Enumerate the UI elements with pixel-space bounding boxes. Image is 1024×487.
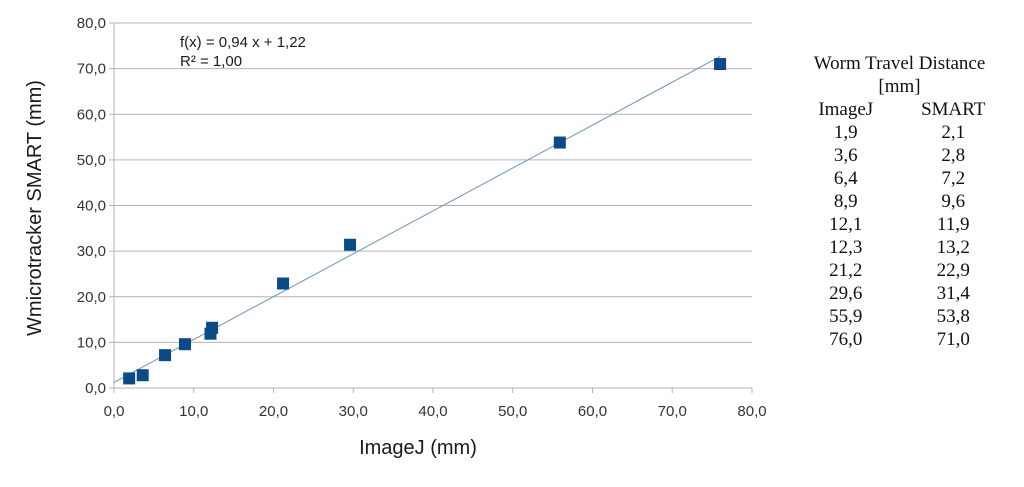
y-tick-label: 0,0 bbox=[85, 380, 106, 397]
data-point bbox=[553, 136, 566, 149]
data-point bbox=[206, 321, 219, 334]
table-cell-imagej: 6,4 bbox=[833, 168, 858, 189]
y-tick-label: 60,0 bbox=[77, 106, 106, 123]
y-axis-ticks: 0,0 10,0 20,0 30,0 40,0 50,0 60,0 70,0 80,0 bbox=[77, 15, 114, 397]
x-tick-label: 50,0 bbox=[498, 403, 527, 420]
table-cell-imagej: 3,6 bbox=[833, 145, 858, 166]
x-tick-label: 80,0 bbox=[737, 403, 766, 420]
y-tick-label: 80,0 bbox=[77, 15, 106, 32]
data-point bbox=[159, 349, 172, 362]
table-cell-imagej: 8,9 bbox=[833, 191, 858, 212]
data-point bbox=[136, 369, 149, 382]
data-points bbox=[123, 58, 727, 385]
table-cell-smart: 2,8 bbox=[941, 145, 966, 166]
table-row: 76,0 71,0 bbox=[792, 328, 1007, 351]
table-title: Worm Travel Distance bbox=[813, 53, 986, 74]
table-row: 29,6 31,4 bbox=[792, 282, 1007, 305]
table-cell-smart: 13,2 bbox=[936, 237, 970, 258]
table-row: 3,6 2,8 bbox=[792, 144, 1007, 167]
table-cell-imagej: 55,9 bbox=[829, 306, 863, 327]
x-tick-label: 10,0 bbox=[179, 403, 208, 420]
gridlines bbox=[114, 22, 752, 343]
table-cell-imagej: 29,6 bbox=[829, 283, 863, 304]
table-row: 1,9 2,1 bbox=[792, 121, 1007, 144]
y-tick-label: 40,0 bbox=[77, 198, 106, 215]
table-cell-smart: 2,1 bbox=[941, 122, 966, 143]
data-point bbox=[178, 338, 191, 351]
y-tick-label: 50,0 bbox=[77, 152, 106, 169]
table-cell-smart: 53,8 bbox=[936, 306, 970, 327]
table-unit: [mm] bbox=[878, 76, 921, 97]
table-row: 12,1 11,9 bbox=[792, 213, 1007, 236]
table-cell-imagej: 21,2 bbox=[829, 260, 863, 281]
table-cell-smart: 22,9 bbox=[936, 260, 970, 281]
trendline-equation: f(x) = 0,94 x + 1,22 bbox=[180, 34, 306, 51]
y-tick-label: 70,0 bbox=[77, 61, 106, 78]
data-point bbox=[344, 238, 357, 251]
table-cell-smart: 7,2 bbox=[941, 168, 966, 189]
y-tick-label: 20,0 bbox=[77, 289, 106, 306]
x-tick-label: 30,0 bbox=[339, 403, 368, 420]
table-cell-smart: 31,4 bbox=[936, 283, 970, 304]
table-cell-imagej: 76,0 bbox=[829, 329, 863, 350]
table-cell-smart: 9,6 bbox=[941, 191, 966, 212]
y-tick-label: 30,0 bbox=[77, 243, 106, 260]
x-axis-ticks: 0,0 10,0 20,0 30,0 40,0 50,0 60,0 70,0 80,0 bbox=[104, 388, 767, 420]
table-row: 21,2 22,9 bbox=[792, 259, 1007, 282]
table-cell-smart: 11,9 bbox=[936, 214, 970, 235]
data-point bbox=[714, 58, 727, 71]
x-tick-label: 60,0 bbox=[578, 403, 607, 420]
table-cell-imagej: 12,1 bbox=[829, 214, 863, 235]
data-table: Worm Travel Distance [mm] ImageJ SMART 1… bbox=[792, 52, 1007, 351]
table-cell-imagej: 12,3 bbox=[829, 237, 863, 258]
table-body: 1,9 2,1 3,6 2,8 6,4 7,2 8,9 9,6 12,1 11,9 12,3 13,2… bbox=[792, 121, 1007, 351]
table-header-smart: SMART bbox=[921, 99, 986, 120]
table-row: 12,3 13,2 bbox=[792, 236, 1007, 259]
table-header-row: ImageJ SMART bbox=[792, 98, 1007, 121]
data-point bbox=[123, 372, 136, 385]
scatter-chart: 0,0 10,0 20,0 30,0 40,0 50,0 60,0 70,0 80,0 0,0 1… bbox=[24, 15, 767, 459]
table-row: 6,4 7,2 bbox=[792, 167, 1007, 190]
table-cell-smart: 71,0 bbox=[936, 329, 970, 350]
x-tick-label: 20,0 bbox=[259, 403, 288, 420]
r-squared-label: R² = 1,00 bbox=[180, 53, 242, 70]
x-axis-title: ImageJ (mm) bbox=[359, 437, 477, 459]
table-row: 8,9 9,6 bbox=[792, 190, 1007, 213]
table-row: 55,9 53,8 bbox=[792, 305, 1007, 328]
table-header-imagej: ImageJ bbox=[818, 99, 874, 120]
x-tick-label: 0,0 bbox=[104, 403, 125, 420]
x-tick-label: 70,0 bbox=[658, 403, 687, 420]
y-axis-title: Wmicrotracker SMART (mm) bbox=[24, 80, 46, 336]
table-cell-imagej: 1,9 bbox=[833, 122, 858, 143]
y-tick-label: 10,0 bbox=[77, 334, 106, 351]
x-tick-label: 40,0 bbox=[418, 403, 447, 420]
data-point bbox=[277, 277, 290, 290]
